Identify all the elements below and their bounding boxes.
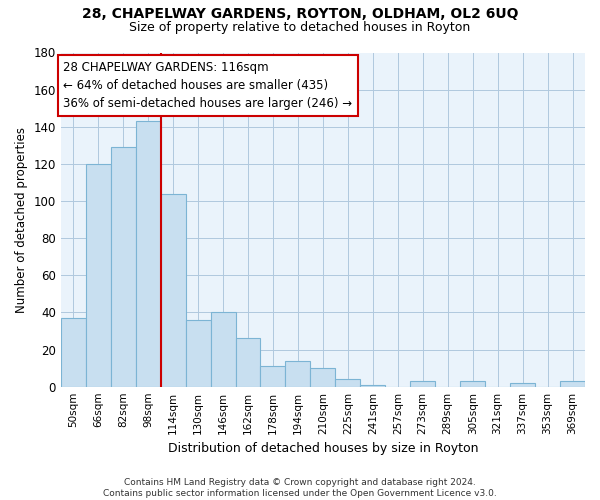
Bar bbox=[61, 318, 86, 386]
Bar bbox=[361, 385, 385, 386]
Text: 28 CHAPELWAY GARDENS: 116sqm
← 64% of detached houses are smaller (435)
36% of s: 28 CHAPELWAY GARDENS: 116sqm ← 64% of de… bbox=[64, 61, 353, 110]
Bar bbox=[185, 320, 211, 386]
Bar bbox=[260, 366, 286, 386]
Bar bbox=[136, 121, 161, 386]
Bar bbox=[161, 194, 185, 386]
Text: 28, CHAPELWAY GARDENS, ROYTON, OLDHAM, OL2 6UQ: 28, CHAPELWAY GARDENS, ROYTON, OLDHAM, O… bbox=[82, 8, 518, 22]
Bar bbox=[111, 147, 136, 386]
Bar bbox=[335, 380, 361, 386]
Bar bbox=[460, 381, 485, 386]
Text: Contains HM Land Registry data © Crown copyright and database right 2024.
Contai: Contains HM Land Registry data © Crown c… bbox=[103, 478, 497, 498]
Bar bbox=[560, 381, 585, 386]
Bar bbox=[410, 381, 435, 386]
X-axis label: Distribution of detached houses by size in Royton: Distribution of detached houses by size … bbox=[167, 442, 478, 455]
Bar bbox=[236, 338, 260, 386]
Bar bbox=[310, 368, 335, 386]
Y-axis label: Number of detached properties: Number of detached properties bbox=[15, 126, 28, 312]
Bar bbox=[510, 383, 535, 386]
Bar bbox=[211, 312, 236, 386]
Text: Size of property relative to detached houses in Royton: Size of property relative to detached ho… bbox=[130, 21, 470, 34]
Bar bbox=[86, 164, 111, 386]
Bar bbox=[286, 360, 310, 386]
